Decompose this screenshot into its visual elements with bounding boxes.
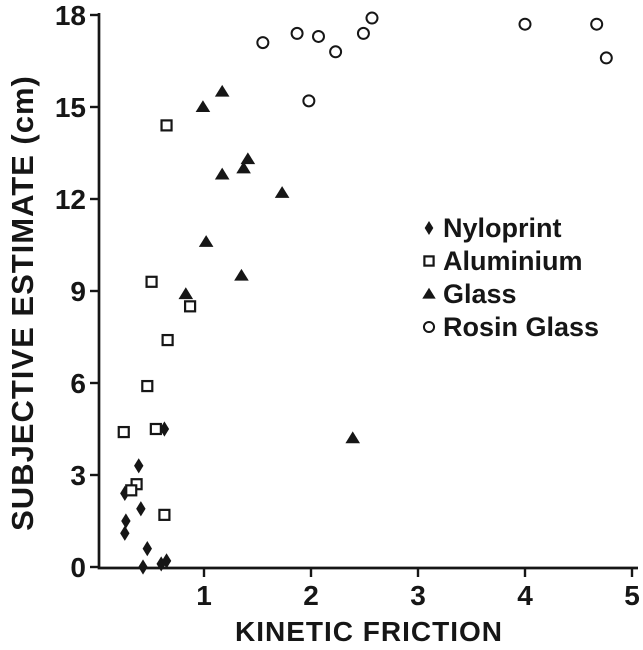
y-axis-title: SUBJECTIVE ESTIMATE (cm)	[5, 75, 40, 531]
data-point-nyloprint	[159, 421, 170, 437]
data-point-aluminium	[160, 119, 173, 132]
legend-marker-aluminium-icon	[423, 255, 435, 267]
data-point-nyloprint	[134, 458, 144, 474]
legend-label-glass: Glass	[443, 279, 517, 309]
y-tick-label: 0	[70, 552, 86, 583]
x-tick-label: 1	[196, 580, 212, 611]
data-point-glass	[178, 287, 194, 300]
data-point-glass	[234, 268, 249, 281]
legend-marker-glass-icon	[422, 287, 436, 299]
data-point-glass	[214, 167, 230, 180]
legend-label-rosin-glass: Rosin Glass	[443, 312, 599, 342]
y-tick-label: 15	[55, 92, 86, 123]
data-point-nyloprint	[136, 501, 146, 517]
y-tick-label: 18	[55, 0, 86, 31]
x-tick-label: 5	[624, 580, 640, 611]
data-point-glass	[198, 235, 214, 247]
data-point-aluminium	[141, 379, 154, 393]
data-point-glass	[345, 431, 361, 444]
data-point-glass	[195, 100, 211, 112]
data-point-rosin-glass	[599, 51, 613, 65]
x-tick-label: 2	[303, 580, 319, 611]
data-point-glass	[236, 161, 251, 174]
x-axis-title: KINETIC FRICTION	[235, 616, 503, 647]
data-point-rosin-glass	[302, 94, 316, 108]
data-point-aluminium	[161, 333, 174, 347]
data-point-nyloprint	[161, 553, 172, 569]
y-tick-label: 9	[70, 276, 86, 307]
data-point-rosin-glass	[329, 45, 343, 59]
data-point-glass	[214, 84, 230, 97]
y-tick-label: 3	[70, 460, 86, 491]
y-tick-label: 6	[70, 368, 86, 399]
legend-marker-nyloprint-icon	[424, 221, 434, 235]
y-tick-label: 12	[55, 184, 86, 215]
data-point-glass	[240, 152, 256, 165]
data-point-rosin-glass	[518, 17, 532, 31]
data-point-aluminium	[183, 300, 197, 313]
data-point-aluminium	[149, 422, 162, 436]
data-point-rosin-glass	[365, 11, 379, 25]
data-point-rosin-glass	[356, 26, 370, 40]
legend-label-aluminium: Aluminium	[443, 246, 583, 276]
data-point-nyloprint	[120, 525, 130, 541]
data-point-aluminium	[158, 508, 171, 521]
data-point-rosin-glass	[290, 26, 304, 40]
data-point-rosin-glass	[311, 29, 325, 43]
x-tick-label: 3	[410, 580, 426, 611]
data-point-rosin-glass	[256, 36, 270, 50]
legend-marker-rosin-glass-icon	[422, 320, 436, 334]
data-point-rosin-glass	[590, 17, 604, 31]
data-point-nyloprint	[142, 540, 152, 557]
data-point-aluminium	[125, 484, 138, 497]
legend-label-nyloprint: Nyloprint	[443, 213, 562, 243]
data-point-nyloprint	[120, 485, 130, 501]
data-point-nyloprint	[121, 513, 131, 529]
x-tick-label: 4	[517, 580, 533, 611]
data-point-aluminium	[145, 275, 158, 288]
data-point-aluminium	[117, 425, 130, 439]
data-point-glass	[274, 186, 290, 198]
data-point-nyloprint	[138, 559, 148, 575]
